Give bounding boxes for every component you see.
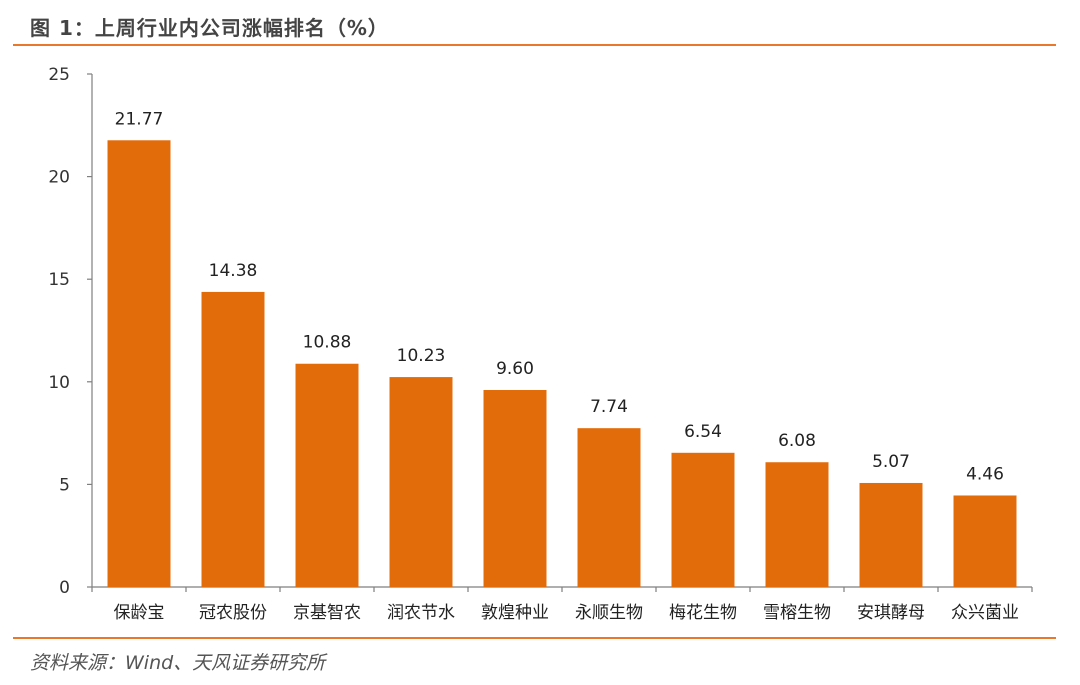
bottom-divider	[13, 637, 1056, 639]
source-note: 资料来源：Wind、天风证券研究所	[30, 652, 326, 674]
bar-chart: 0 5 10 15 20 25 21.77 保龄宝 14.38 冠农股份 10.88 京基智农 10.…	[48, 65, 1033, 623]
x-tick-label: 梅花生物	[669, 603, 737, 623]
bar	[671, 452, 735, 587]
bar	[765, 462, 829, 587]
x-tick-label: 京基智农	[293, 603, 361, 623]
bar	[107, 140, 171, 587]
x-tick-label: 雪榕生物	[763, 603, 831, 623]
bar	[295, 363, 359, 587]
data-label: 10.88	[303, 333, 352, 353]
x-tick-label: 冠农股份	[199, 603, 267, 623]
data-label: 4.46	[966, 464, 1004, 484]
bar	[389, 377, 453, 587]
bar	[577, 428, 641, 587]
chart-labels: 21.77 保龄宝 14.38 冠农股份 10.88 京基智农 10.23 润农节水 9.60 敦…	[114, 109, 1020, 623]
data-label: 9.60	[496, 359, 534, 379]
x-tick-label: 敦煌种业	[481, 603, 549, 623]
x-tick-label: 众兴菌业	[951, 603, 1019, 623]
x-tick-label: 保龄宝	[114, 603, 165, 623]
data-label: 6.54	[684, 422, 722, 442]
bar	[953, 495, 1017, 587]
chart-bars	[107, 140, 1017, 587]
data-label: 21.77	[115, 109, 164, 129]
data-label: 14.38	[209, 261, 258, 281]
y-tick-label: 5	[59, 475, 70, 495]
top-divider	[13, 44, 1056, 46]
y-tick-label: 20	[48, 168, 70, 188]
bar	[201, 291, 265, 587]
bar	[859, 482, 923, 587]
x-tick-label: 安琪酵母	[857, 603, 925, 623]
data-label: 7.74	[590, 397, 628, 417]
data-label: 5.07	[872, 452, 910, 472]
data-label: 6.08	[778, 431, 816, 451]
x-tick-label: 润农节水	[387, 603, 455, 623]
data-label: 10.23	[397, 346, 446, 366]
y-tick-label: 0	[59, 578, 70, 598]
chart-title: 图 1：上周行业内公司涨幅排名（%）	[30, 16, 389, 40]
x-tick-label: 永顺生物	[575, 603, 643, 623]
y-tick-label: 15	[48, 270, 70, 290]
y-tick-label: 10	[48, 373, 70, 393]
y-tick-label: 25	[48, 65, 70, 85]
bar	[483, 390, 547, 587]
